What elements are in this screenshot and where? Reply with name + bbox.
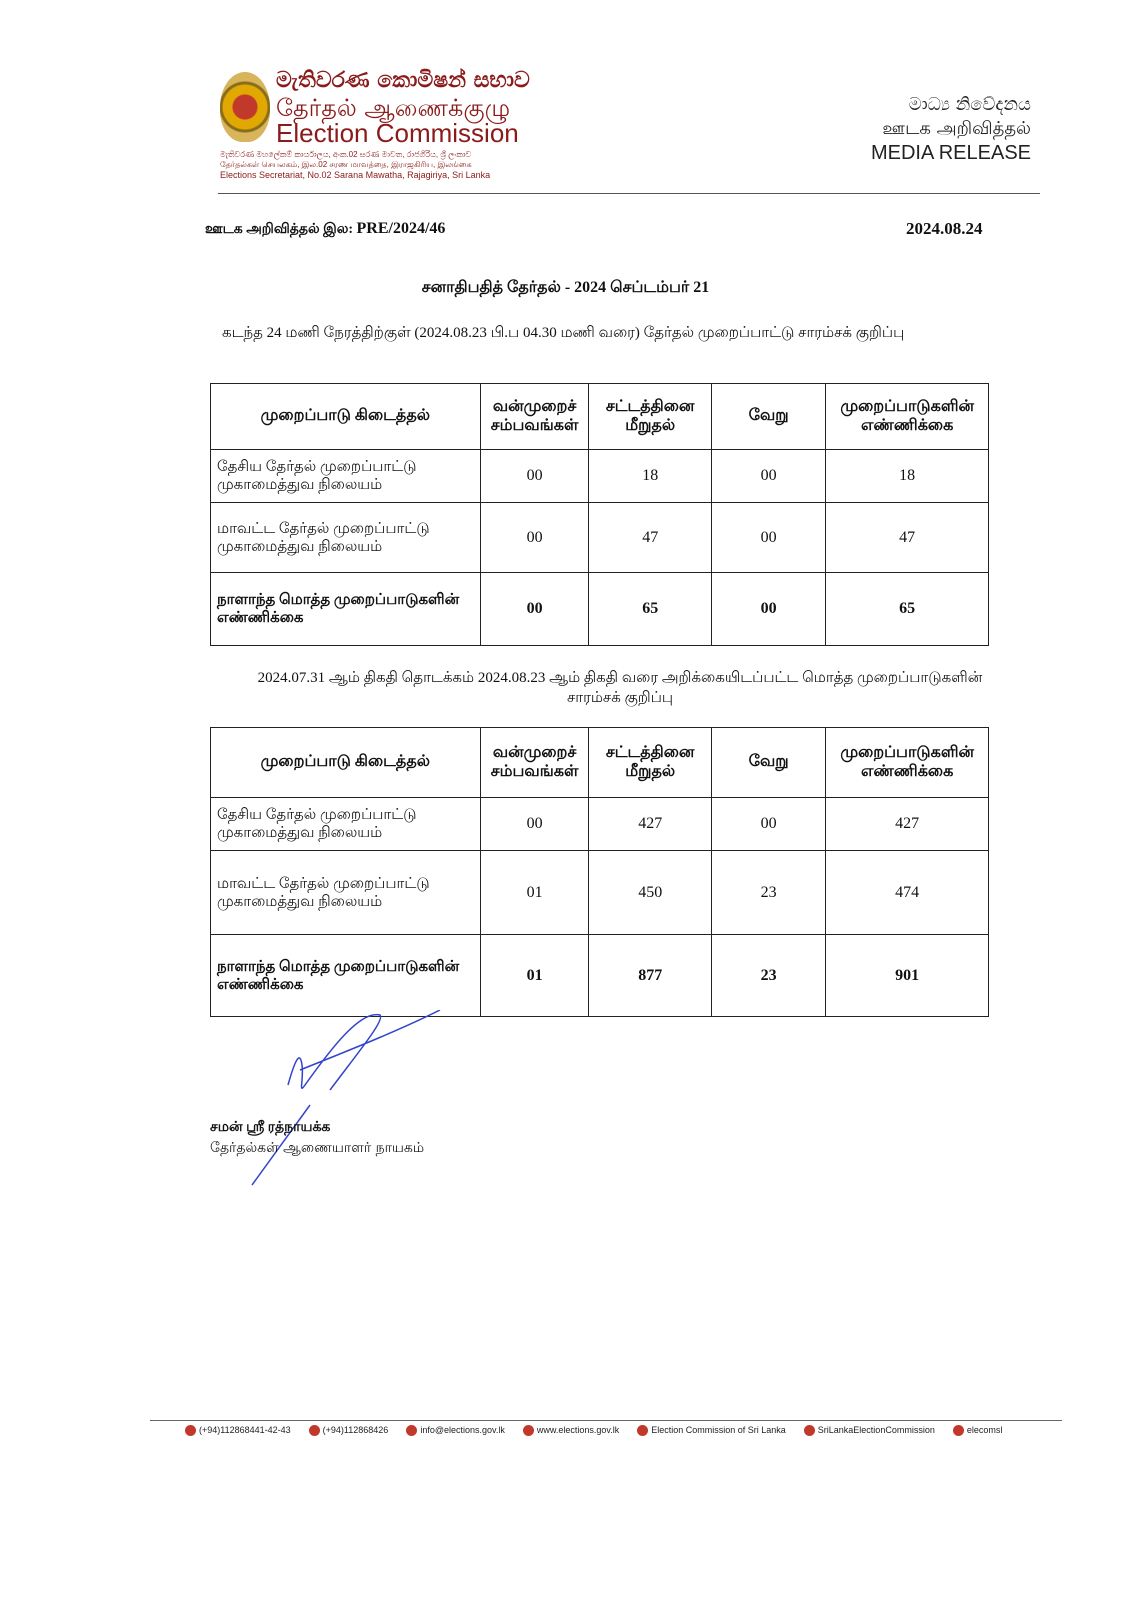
org-name-en: Election Commission: [276, 118, 519, 148]
footer-text: (+94)112868441-42-43: [199, 1425, 291, 1435]
page-title: சனாதிபதித் தேர்தல் - 2024 செப்டம்பர் 21: [421, 279, 710, 296]
column-header: வன்முறைச் சம்பவங்கள்: [479, 727, 590, 798]
address-en: Elections Secretariat, No.02 Sarana Mawa…: [220, 170, 491, 180]
row-label: தேசிய தேர்தல் முறைப்பாட்டு முகாமைத்துவ ந…: [210, 797, 481, 851]
reference: ஊடக அறிவித்தல் இல: PRE/2024/46: [205, 220, 445, 239]
cell-value: 427: [588, 797, 712, 851]
column-header: வன்முறைச் சம்பவங்கள்: [479, 383, 590, 450]
column-header: வேறு: [710, 383, 827, 450]
footer-text: info@elections.gov.lk: [420, 1425, 505, 1435]
table-row: தேசிய தேர்தல் முறைப்பாட்டு முகாமைத்துவ ந…: [210, 449, 989, 503]
column-header: சட்டத்தினை மீறுதல்: [588, 727, 712, 798]
release-date: 2024.08.24: [906, 219, 983, 238]
footer-item: info@elections.gov.lk: [406, 1425, 505, 1437]
cell-value: 474: [825, 850, 989, 935]
address-ta: தேர்தல்கள் செயலகம், இல.02 சரண மாவத்தை, இ…: [220, 160, 472, 169]
footer-item: SriLankaElectionCommission: [803, 1425, 935, 1437]
footer-contacts: (+94)112868441-42-43 (+94)112868426 info@e…: [185, 1425, 1003, 1437]
footer-item: (+94)112868441-42-43: [185, 1425, 291, 1437]
cell-value: 00: [479, 572, 590, 646]
cell-value: 00: [710, 572, 827, 646]
media-release-ta: ஊடக அறிவித்தல்: [882, 118, 1031, 139]
media-release-en: MEDIA RELEASE: [870, 142, 1031, 164]
contact-icon: [637, 1425, 649, 1437]
cumulative-complaints-table: முறைப்பாடு கிடைத்தல் வன்முறைச் சம்பவங்கள்…: [210, 727, 989, 1017]
footer-item: Election Commission of Sri Lanka: [637, 1425, 786, 1437]
table-header-row: முறைப்பாடு கிடைத்தல் வன்முறைச் சம்பவங்கள்…: [210, 383, 989, 450]
signature: [251, 1010, 441, 1186]
table-header-row: முறைப்பாடு கிடைத்தல் வன்முறைச் சம்பவங்கள்…: [210, 727, 989, 798]
cell-value: 47: [588, 502, 712, 573]
section2-heading: 2024.07.31 ஆம் திகதி தொடக்கம் 2024.08.23…: [257, 670, 983, 706]
cell-value: 877: [588, 934, 712, 1017]
table-row: மாவட்ட தேர்தல் முறைப்பாட்டு முகாமைத்துவ …: [210, 850, 989, 935]
cell-value: 01: [479, 850, 590, 935]
cell-value: 00: [710, 502, 827, 573]
column-header: முறைப்பாடுகளின் எண்ணிக்கை: [825, 383, 989, 450]
cell-value: 23: [710, 934, 827, 1017]
signatory-title: தேர்தல்கள் ஆணையாளர் நாயகம்: [210, 1140, 425, 1156]
column-header: வேறு: [710, 727, 827, 798]
cell-value: 00: [710, 449, 827, 503]
cell-value: 01: [479, 934, 590, 1017]
column-header: முறைப்பாடுகளின் எண்ணிக்கை: [825, 727, 989, 798]
cell-value: 901: [825, 934, 989, 1017]
row-label: நாளாந்த மொத்த முறைப்பாடுகளின் எண்ணிக்கை: [210, 572, 481, 646]
contact-icon: [522, 1425, 534, 1437]
table-row: மாவட்ட தேர்தல் முறைப்பாட்டு முகாமைத்துவ …: [210, 502, 989, 573]
contact-icon: [952, 1425, 964, 1437]
row-label: தேசிய தேர்தல் முறைப்பாட்டு முகாமைத்துவ ந…: [210, 449, 481, 503]
column-header: சட்டத்தினை மீறுதல்: [588, 383, 712, 450]
footer-item: elecomsl: [952, 1425, 1003, 1437]
footer-text: SriLankaElectionCommission: [817, 1425, 935, 1435]
media-release-si: මාධ්‍ය නිවේදනය: [908, 94, 1031, 115]
header-divider: [218, 193, 1040, 194]
footer-text: Election Commission of Sri Lanka: [651, 1425, 786, 1435]
contact-icon: [185, 1425, 196, 1437]
footer-text: elecomsl: [966, 1425, 1003, 1435]
reference-number: PRE/2024/46: [356, 220, 446, 237]
cell-value: 65: [825, 572, 989, 646]
column-header: முறைப்பாடு கிடைத்தல்: [210, 727, 481, 798]
section1-heading: கடந்த 24 மணி நேரத்திற்குள் (2024.08.23 ப…: [222, 325, 905, 341]
footer-text: www.elections.gov.lk: [536, 1425, 620, 1435]
org-name-ta: தேர்தல் ஆணைக்குழு: [276, 94, 511, 122]
address-si: මැතිවරණ මහලේකම් කාර්යාලය, අංක.02 සරණ මාව…: [220, 150, 472, 159]
row-label: நாளாந்த மொத்த முறைப்பாடுகளின் எண்ணிக்கை: [210, 934, 481, 1017]
contact-icon: [803, 1425, 815, 1437]
footer-text: (+94)112868426: [322, 1425, 389, 1435]
table-row: தேசிய தேர்தல் முறைப்பாட்டு முகாமைத்துவ ந…: [210, 797, 989, 851]
cell-value: 18: [825, 449, 989, 503]
cell-value: 23: [710, 850, 827, 935]
row-label: மாவட்ட தேர்தல் முறைப்பாட்டு முகாமைத்துவ …: [210, 850, 481, 935]
footer-item: (+94)112868426: [308, 1425, 389, 1437]
cell-value: 00: [479, 449, 590, 503]
reference-label: ஊடக அறிவித்தல் இல:: [205, 222, 354, 237]
emblem-logo: [220, 72, 270, 142]
cell-value: 18: [588, 449, 712, 503]
cell-value: 47: [825, 502, 989, 573]
contact-icon: [308, 1425, 320, 1437]
footer-divider: [150, 1420, 1062, 1421]
daily-complaints-table: முறைப்பாடு கிடைத்தல் வன்முறைச் சம்பவங்கள்…: [210, 383, 989, 646]
row-label: மாவட்ட தேர்தல் முறைப்பாட்டு முகாமைத்துவ …: [210, 502, 481, 573]
cell-value: 450: [588, 850, 712, 935]
cell-value: 00: [479, 502, 590, 573]
footer-item: www.elections.gov.lk: [522, 1425, 620, 1437]
signatory-name: சமன் ஸ்ரீ ரத்நாயக்க: [210, 1120, 331, 1135]
cell-value: 00: [710, 797, 827, 851]
org-name-si: මැතිවරණ කොමිෂන් සභාව: [276, 68, 530, 93]
cell-value: 65: [588, 572, 712, 646]
table-row: நாளாந்த மொத்த முறைப்பாடுகளின் எண்ணிக்கை 0…: [210, 934, 989, 1017]
contact-icon: [406, 1425, 418, 1437]
table-row: நாளாந்த மொத்த முறைப்பாடுகளின் எண்ணிக்கை 0…: [210, 572, 989, 646]
cell-value: 00: [479, 797, 590, 851]
cell-value: 427: [825, 797, 989, 851]
column-header: முறைப்பாடு கிடைத்தல்: [210, 383, 481, 450]
